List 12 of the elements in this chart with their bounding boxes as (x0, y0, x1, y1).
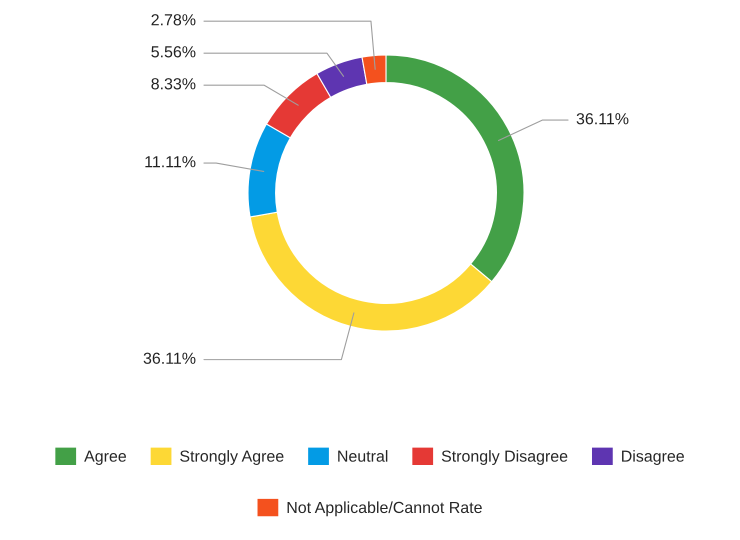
legend-label: Not Applicable/Cannot Rate (288, 501, 482, 516)
legend-label: Neutral (338, 450, 388, 462)
data-label: 5.56% (151, 46, 196, 58)
legend-label: Disagree (622, 450, 684, 465)
data-label: 11.11% (145, 156, 196, 168)
data-label: 36.11% (576, 113, 628, 124)
data-label: 2.78% (152, 14, 196, 26)
legend-label: Strongly Agree (180, 450, 284, 465)
legend-label: Strongly Disagree (442, 450, 568, 465)
legend-label: Agree (84, 450, 126, 465)
data-label: 8.33% (151, 78, 196, 90)
data-label: 36.11% (144, 352, 196, 364)
